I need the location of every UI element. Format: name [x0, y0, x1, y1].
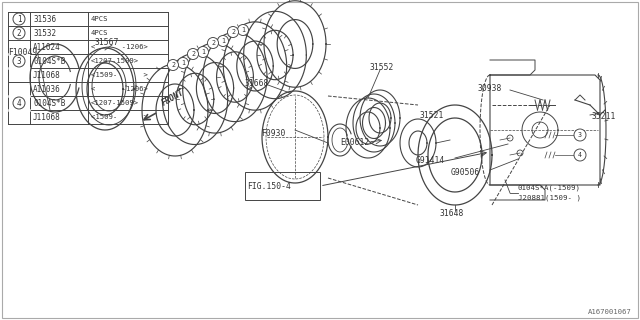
Text: 4PCS: 4PCS	[91, 16, 109, 22]
Text: FRONT: FRONT	[160, 88, 186, 108]
Circle shape	[13, 13, 25, 25]
Text: <      -1206>: < -1206>	[91, 86, 148, 92]
Text: 0104S*A(-1509): 0104S*A(-1509)	[518, 185, 581, 191]
Text: J20881(1509- ): J20881(1509- )	[518, 195, 581, 201]
Text: A11024: A11024	[33, 43, 61, 52]
Text: <1207-1509>: <1207-1509>	[91, 58, 139, 64]
Text: <1509-      >: <1509- >	[91, 114, 148, 120]
Text: <      -1206>: < -1206>	[91, 44, 148, 50]
Circle shape	[13, 55, 25, 67]
Circle shape	[198, 46, 209, 58]
Text: 1: 1	[241, 27, 245, 33]
Circle shape	[507, 135, 513, 141]
Circle shape	[168, 60, 179, 70]
Text: <1509-      >: <1509- >	[91, 72, 148, 78]
Text: J11068: J11068	[33, 113, 61, 122]
Text: 3: 3	[17, 57, 21, 66]
Text: A167001067: A167001067	[588, 309, 632, 315]
Text: 2: 2	[17, 28, 21, 37]
Text: 4PCS: 4PCS	[91, 30, 109, 36]
Text: 31521: 31521	[420, 110, 444, 119]
Circle shape	[237, 25, 248, 36]
Circle shape	[218, 36, 228, 46]
Text: 0104S*B: 0104S*B	[33, 57, 65, 66]
Text: 4: 4	[17, 99, 21, 108]
Text: 1: 1	[181, 60, 185, 66]
Text: 4: 4	[578, 152, 582, 158]
Text: FIG.150-4: FIG.150-4	[247, 181, 291, 190]
Text: 31552: 31552	[370, 62, 394, 71]
Circle shape	[188, 49, 198, 60]
Text: <1207-1509>: <1207-1509>	[91, 100, 139, 106]
Text: F0930: F0930	[260, 129, 285, 138]
Text: 2: 2	[191, 51, 195, 57]
Text: J11068: J11068	[33, 70, 61, 79]
Circle shape	[207, 37, 218, 49]
Circle shape	[574, 129, 586, 141]
Bar	[245, 172, 320, 200]
Text: 30938: 30938	[477, 84, 502, 92]
Text: 2: 2	[211, 40, 215, 46]
Text: 1: 1	[221, 38, 225, 44]
Text: G90506: G90506	[451, 167, 480, 177]
Text: 31648: 31648	[440, 209, 465, 218]
Text: 2: 2	[171, 62, 175, 68]
Text: 31567: 31567	[95, 37, 120, 46]
Circle shape	[13, 27, 25, 39]
Text: 31668: 31668	[245, 78, 269, 87]
Text: 2: 2	[231, 29, 235, 35]
Text: 31532: 31532	[33, 28, 56, 37]
Circle shape	[574, 149, 586, 161]
Circle shape	[227, 27, 239, 37]
Text: 35211: 35211	[592, 111, 616, 121]
Text: 3: 3	[578, 132, 582, 138]
Circle shape	[517, 150, 523, 156]
Text: A11036: A11036	[33, 84, 61, 93]
Text: 31536: 31536	[33, 14, 56, 23]
Text: G91414: G91414	[416, 156, 445, 164]
Text: F10049: F10049	[8, 47, 37, 57]
Text: 1: 1	[201, 49, 205, 55]
Circle shape	[177, 58, 189, 68]
Circle shape	[13, 97, 25, 109]
Text: 1: 1	[17, 14, 21, 23]
Text: E00612: E00612	[340, 138, 369, 147]
Text: 0104S*B: 0104S*B	[33, 99, 65, 108]
